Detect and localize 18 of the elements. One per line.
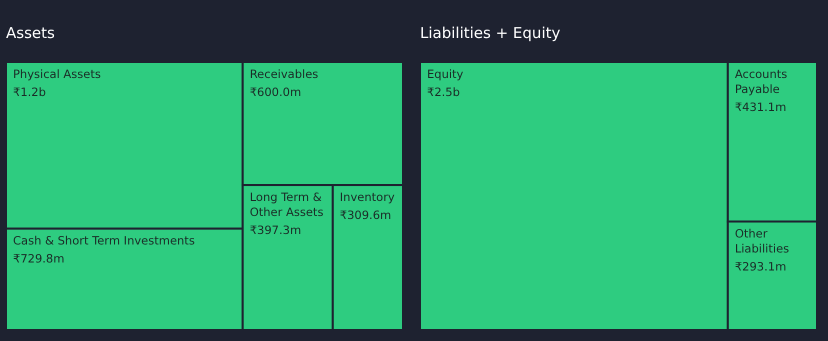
text: Assets <box>6 24 55 42</box>
category-label: Accounts Payable <box>734 67 788 96</box>
data-label: ₹1.2b <box>13 85 46 99</box>
text: Liabilities + Equity <box>420 24 560 42</box>
category-label: Physical Assets <box>13 67 101 81</box>
category-label: Other Liabilities <box>734 226 790 256</box>
category-label: Equity <box>427 67 464 81</box>
data-label: ₹309.6m <box>340 208 392 222</box>
data-label: ₹600.0m <box>250 85 302 99</box>
category-label: Long Term & Other Assets <box>250 190 324 220</box>
data-label: ₹2.5b <box>427 85 460 99</box>
data-label: ₹431.1m <box>734 100 786 114</box>
category-label: Inventory <box>340 190 395 204</box>
category-label: Receivables <box>250 67 318 81</box>
data-label: ₹293.1m <box>734 260 786 274</box>
data-label: ₹397.3m <box>250 223 302 238</box>
category-label: Cash & Short Term Investments <box>13 234 195 248</box>
data-label: ₹729.8m <box>13 252 64 266</box>
